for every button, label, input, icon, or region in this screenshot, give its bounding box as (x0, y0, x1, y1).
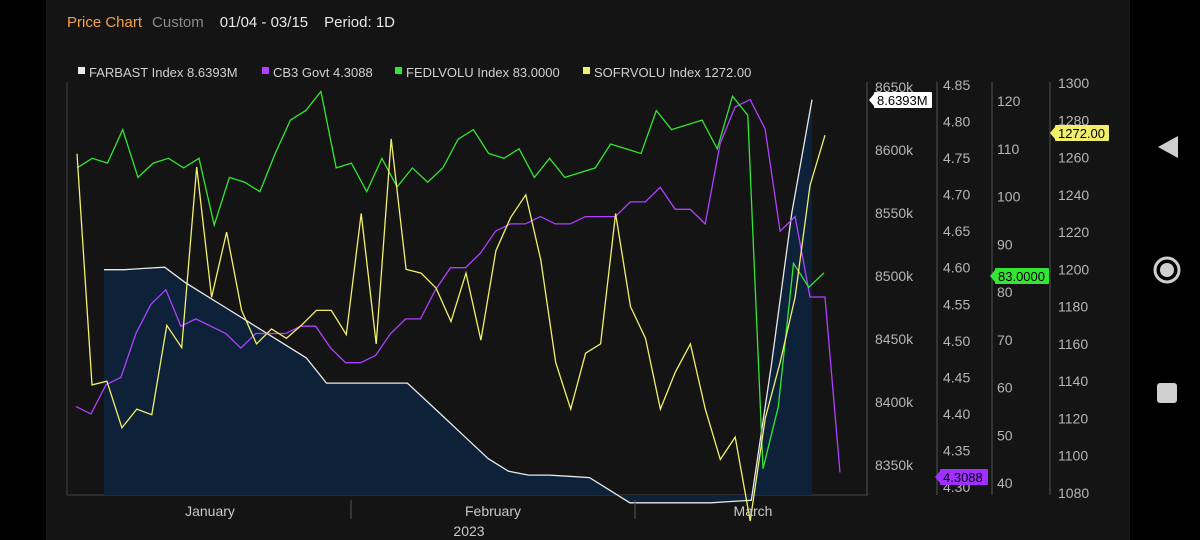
y-tick-fedl: 70 (997, 332, 1013, 348)
y-tick-cb3: 4.40 (943, 406, 970, 422)
legend-entry[interactable]: CB3 Govt 4.3088 (273, 65, 373, 80)
y-tick-cb3: 4.65 (943, 223, 970, 239)
x-axis: January February March 2023 (185, 500, 772, 539)
x-tick-month: January (185, 503, 235, 519)
legend-entry[interactable]: SOFRVOLU Index 1272.00 (594, 65, 751, 80)
legend-entry[interactable]: FARBAST Index 8.6393M (89, 65, 238, 80)
farbast-value-tag (874, 92, 932, 108)
y-tick-fedl: 90 (997, 236, 1013, 252)
y-tick-sofr: 1180 (1058, 299, 1088, 315)
farbast-area (104, 99, 812, 503)
recents-icon[interactable] (1152, 378, 1182, 408)
fedl-tag-pointer (990, 270, 995, 282)
y-tick-sofr: 1260 (1058, 150, 1089, 166)
series-group (75, 90, 841, 522)
home-icon[interactable] (1152, 255, 1182, 285)
y-tick-farbast: 8550k (875, 205, 914, 221)
cb3-tag-pointer (935, 471, 940, 483)
legend-swatch (395, 67, 402, 74)
farbast-tag-text: 8.6393M (877, 93, 928, 108)
y-tick-farbast: 8400k (875, 394, 914, 410)
y-tick-sofr: 1140 (1058, 373, 1088, 389)
fedl-value-tag (995, 268, 1049, 284)
y-tick-sofr: 1200 (1058, 261, 1089, 277)
y-tick-cb3: 4.35 (943, 442, 970, 458)
y-tick-cb3: 4.85 (943, 77, 970, 93)
y-tick-cb3: 4.50 (943, 333, 970, 349)
y-tick-fedl: 80 (997, 284, 1013, 300)
y-tick-sofr: 1160 (1058, 336, 1088, 352)
series-line-sofr[interactable] (76, 135, 826, 522)
fedl-tag-text: 83.0000 (998, 269, 1045, 284)
y-tick-cb3: 4.60 (943, 260, 970, 276)
y-tick-sofr: 1100 (1058, 448, 1088, 464)
price-chart-title[interactable]: Price Chart (67, 14, 143, 31)
y-tick-fedl: 100 (997, 189, 1021, 205)
y-tick-fedl: 110 (997, 141, 1020, 157)
back-icon[interactable] (1152, 132, 1182, 162)
y-tick-farbast: 8650k (875, 79, 914, 95)
y-tick-farbast: 8350k (875, 457, 914, 473)
custom-range-label[interactable]: Custom (152, 14, 204, 31)
y-axes: 8350k8400k8450k8500k8550k8600k8650k4.304… (866, 75, 1089, 501)
chart-legend: FARBAST Index 8.6393M CB3 Govt 4.3088 FEDL… (78, 65, 751, 80)
y-tick-fedl: 60 (997, 380, 1013, 396)
y-tick-farbast: 8450k (875, 331, 914, 347)
y-tick-cb3: 4.70 (943, 187, 970, 203)
y-tick-fedl: 120 (997, 93, 1021, 109)
value-tags: 8.6393M 1272.00 83.0000 4.3088 (869, 92, 1109, 485)
y-tick-sofr: 1220 (1058, 224, 1089, 240)
sofr-value-tag (1055, 125, 1109, 141)
date-range[interactable]: 01/04 - 03/15 (219, 14, 309, 31)
cb3-tag-text: 4.3088 (943, 470, 983, 485)
y-tick-cb3: 4.55 (943, 296, 970, 312)
legend-swatch (262, 67, 269, 74)
y-tick-farbast: 8500k (875, 268, 914, 284)
y-tick-cb3: 4.75 (943, 150, 970, 166)
y-tick-sofr: 1120 (1058, 410, 1088, 426)
series-line-cb3[interactable] (75, 98, 841, 473)
android-nav-bar (1130, 0, 1200, 540)
legend-entry[interactable]: FEDLVOLU Index 83.0000 (406, 65, 560, 80)
series-line-farbast[interactable] (104, 99, 813, 504)
y-tick-cb3: 4.45 (943, 369, 970, 385)
cb3-value-tag (940, 469, 988, 485)
y-tick-fedl: 40 (997, 475, 1013, 491)
x-year-label: 2023 (453, 523, 484, 539)
legend-swatch (583, 67, 590, 74)
period-selector[interactable]: Period: 1D (324, 14, 395, 31)
x-tick-month: February (465, 503, 521, 519)
y-tick-fedl: 50 (997, 427, 1013, 443)
x-tick-month: March (734, 503, 773, 519)
y-tick-sofr: 1300 (1058, 75, 1089, 91)
y-tick-farbast: 8600k (875, 142, 914, 158)
chart-header: Price Chart Custom 01/04 - 03/15 Period:… (67, 14, 395, 34)
y-tick-sofr: 1080 (1058, 485, 1089, 501)
series-line-fedl[interactable] (76, 90, 825, 469)
legend-swatch (78, 67, 85, 74)
y-tick-cb3: 4.80 (943, 114, 970, 130)
y-tick-sofr: 1240 (1058, 187, 1089, 203)
sofr-tag-pointer (1050, 127, 1055, 139)
sofr-tag-text: 1272.00 (1058, 126, 1105, 141)
y-tick-sofr: 1280 (1058, 112, 1089, 128)
farbast-tag-pointer (869, 94, 874, 106)
